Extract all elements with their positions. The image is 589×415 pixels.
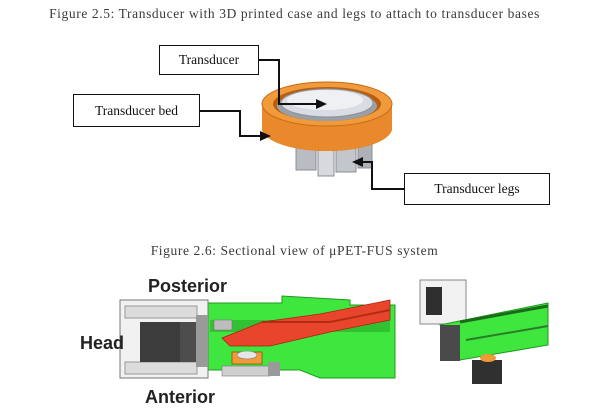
- head-label: Head: [80, 333, 125, 353]
- transducer-illustration: [200, 59, 404, 190]
- figure-2-6-caption: Figure 2.6: Sectional view of μPET-FUS s…: [150, 243, 439, 258]
- posterior-label: Posterior: [148, 276, 228, 296]
- figure-2-5-caption: Figure 2.5: Transducer with 3D printed c…: [49, 6, 540, 21]
- sectional-model-right: [398, 276, 588, 386]
- transducer-bed-label: Transducer bed: [73, 94, 200, 127]
- transducer-label: Transducer: [159, 45, 259, 75]
- transducer-legs-label: Transducer legs: [404, 173, 550, 205]
- arrow-head-transducer: [316, 99, 327, 109]
- sectional-model-left: [119, 295, 396, 379]
- anterior-label: Anterior: [145, 387, 216, 407]
- arrow-head-bed: [260, 131, 271, 141]
- arrow-head-legs: [352, 157, 363, 167]
- callout-arrows: [200, 59, 404, 190]
